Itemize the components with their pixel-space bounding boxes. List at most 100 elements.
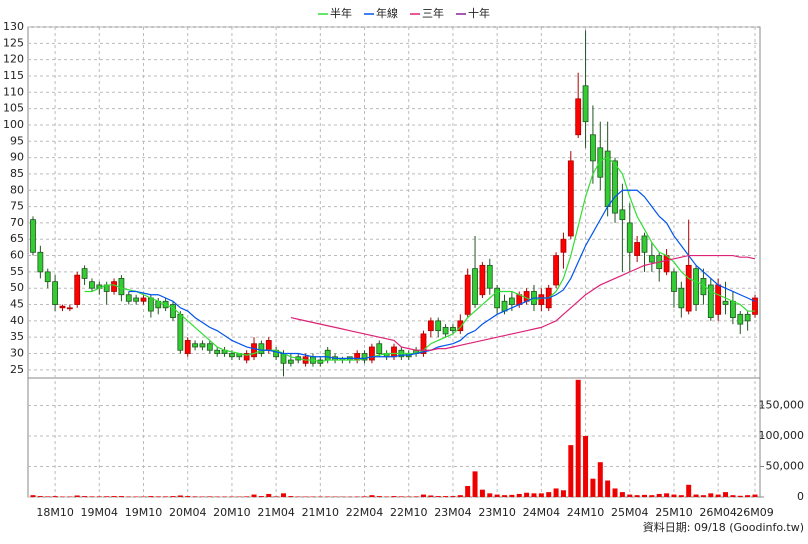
volume-bar	[414, 496, 419, 497]
volume-bar	[45, 496, 50, 497]
x-tick-label: 23M04	[434, 506, 472, 519]
candle-body	[576, 99, 581, 135]
y-tick-label: 55	[10, 265, 24, 278]
x-tick-label: 25M10	[655, 506, 693, 519]
candle-body	[613, 161, 618, 213]
y-tick-label: 125	[3, 36, 24, 49]
volume-bar	[252, 495, 257, 497]
y-tick-label: 75	[10, 200, 24, 213]
candle-body	[716, 285, 721, 314]
candle-body	[480, 265, 485, 294]
volume-bar	[487, 493, 492, 497]
candle-body	[185, 340, 190, 353]
volume-bar	[163, 496, 168, 497]
volume-bar	[156, 496, 161, 497]
legend-label: 半年	[330, 6, 352, 20]
volume-bar	[178, 495, 183, 497]
volume-bar	[745, 495, 750, 497]
volume-bar	[524, 493, 529, 497]
volume-bar	[170, 496, 175, 497]
volume-bar	[686, 485, 691, 497]
volume-bar	[738, 496, 743, 497]
volume-bar	[583, 436, 588, 497]
volume-bar	[288, 496, 293, 497]
volume-bar	[613, 488, 618, 497]
volume-bar	[480, 490, 485, 497]
candle-body	[82, 269, 87, 279]
candle-body	[745, 314, 750, 321]
volume-bar	[399, 496, 404, 497]
volume-bar	[568, 445, 573, 497]
volume-bar	[517, 494, 522, 497]
candle-body	[679, 288, 684, 308]
candle-body	[428, 321, 433, 331]
volume-bar	[635, 495, 640, 497]
y2-tick-label: 0	[797, 490, 804, 503]
volume-bar	[664, 493, 669, 497]
volume-bar	[671, 495, 676, 497]
y-tick-label: 25	[10, 363, 24, 376]
y-tick-label: 100	[3, 118, 24, 131]
volume-bar	[561, 490, 566, 497]
volume-bar	[362, 496, 367, 497]
volume-bar	[421, 495, 426, 497]
candle-body	[200, 344, 205, 347]
candle-body	[112, 282, 117, 292]
y-tick-label: 115	[3, 69, 24, 82]
y-tick-label: 45	[10, 298, 24, 311]
candle-body	[281, 354, 286, 364]
candle-body	[686, 265, 691, 311]
x-tick-label: 20M04	[169, 506, 207, 519]
volume-bar	[392, 496, 397, 497]
y-tick-label: 120	[3, 53, 24, 66]
candle-body	[649, 256, 654, 263]
volume-bar	[82, 496, 87, 497]
ma-line	[129, 190, 755, 358]
x-tick-label: 20M10	[213, 506, 251, 519]
volume-bar	[701, 495, 706, 497]
candle-body	[436, 321, 441, 331]
volume-bar	[627, 495, 632, 497]
volume-bar	[207, 496, 212, 497]
volume-bar	[495, 495, 500, 497]
volume-bar	[649, 495, 654, 497]
legend-label: 十年	[468, 6, 490, 20]
candle-body	[148, 298, 153, 311]
volume-bar	[576, 380, 581, 497]
volume-bar	[753, 495, 758, 497]
candle-body	[60, 306, 65, 308]
candle-body	[259, 344, 264, 354]
candle-body	[627, 223, 632, 252]
volume-bar	[546, 492, 551, 497]
candle-body	[89, 282, 94, 289]
volume-bar	[89, 496, 94, 497]
candle-body	[473, 269, 478, 305]
volume-bar	[31, 495, 36, 497]
volume-bar	[104, 496, 109, 497]
candle-body	[134, 298, 139, 301]
candle-body	[465, 275, 470, 314]
candle-body	[266, 340, 271, 350]
volume-bar	[38, 496, 43, 497]
y-tick-label: 70	[10, 216, 24, 229]
x-tick-label: 23M10	[478, 506, 516, 519]
x-tick-label: 26M04	[699, 506, 737, 519]
candle-body	[487, 265, 492, 288]
volume-bar	[679, 495, 684, 497]
volume-bar	[620, 492, 625, 497]
legend: 半年年線三年十年	[318, 6, 490, 20]
volume-bar	[502, 495, 507, 497]
y2-tick-label: 100,000	[759, 429, 805, 442]
candle-body	[598, 148, 603, 177]
x-tick-label: 21M10	[302, 506, 340, 519]
candle-body	[392, 347, 397, 357]
y-tick-label: 110	[3, 85, 24, 98]
candle-body	[509, 298, 514, 305]
y-tick-label: 130	[3, 20, 24, 33]
volume-bar	[119, 496, 124, 497]
volume-bar	[185, 496, 190, 497]
volume-bar	[605, 481, 610, 497]
legend-label: 三年	[422, 6, 444, 20]
volume-bar	[716, 495, 721, 497]
